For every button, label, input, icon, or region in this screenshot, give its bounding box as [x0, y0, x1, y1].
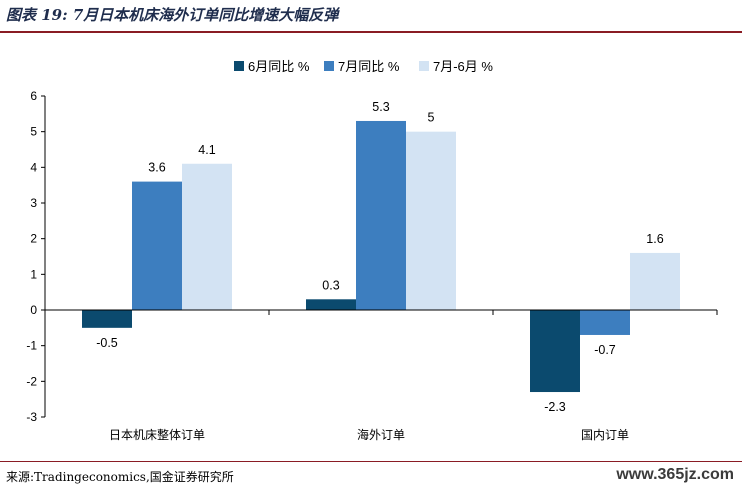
- legend-swatch-1: [234, 61, 244, 71]
- y-tick-label-3: 3: [30, 196, 37, 210]
- data-label-3-2: -0.7: [594, 343, 616, 357]
- data-labels: -0.5 3.6 4.1 0.3 5.3 5 -2.3 -0.7 1.6: [96, 100, 664, 414]
- data-label-1-2: 3.6: [148, 161, 165, 175]
- footer-divider: [0, 461, 742, 462]
- bar-1-1: [82, 310, 132, 328]
- y-tick-label-1: 5: [30, 125, 37, 139]
- x-axis: 日本机床整体订单 海外订单 国内订单: [44, 309, 718, 442]
- bar-2-2: [356, 120, 406, 310]
- bar-3-2: [580, 310, 630, 335]
- bar-2-1: [306, 299, 356, 310]
- legend-label-1: 6月同比 %: [248, 59, 310, 74]
- y-tick-label-2: 4: [30, 160, 37, 174]
- y-tick-label-6: 0: [30, 303, 37, 317]
- title-divider: [0, 31, 742, 33]
- y-tick-label-8: -2: [26, 374, 37, 388]
- bar-1-3: [182, 163, 232, 310]
- watermark: www.365jz.com: [616, 466, 734, 483]
- data-label-3-1: -2.3: [544, 400, 566, 414]
- y-axis: 6 5 4 3 2 1 0 -1 -2 -3: [26, 89, 46, 424]
- bar-3-3: [630, 252, 680, 310]
- data-label-2-3: 5: [428, 111, 435, 125]
- bars: [82, 120, 680, 393]
- source-note: 来源:Tradingeconomics,国金证券研究所: [6, 470, 234, 484]
- legend-swatch-3: [419, 61, 429, 71]
- category-label-1: 日本机床整体订单: [109, 427, 205, 442]
- legend-label-2: 7月同比 %: [338, 59, 400, 74]
- bar-1-2: [132, 181, 182, 310]
- y-tick-label-5: 1: [30, 267, 37, 281]
- y-tick-label-4: 2: [30, 232, 37, 246]
- legend: 6月同比 % 7月同比 % 7月-6月 %: [234, 59, 493, 74]
- data-label-1-1: -0.5: [96, 336, 118, 350]
- chart-title: 图表 19: 7月日本机床海外订单同比增速大幅反弹: [6, 6, 339, 24]
- data-label-2-2: 5.3: [372, 100, 389, 114]
- data-label-3-3: 1.6: [646, 232, 663, 246]
- bar-2-3: [406, 131, 456, 310]
- bar-chart: 6月同比 % 7月同比 % 7月-6月 % 6 5 4 3 2 1 0 -1 -2 -3 -0.5 3.…: [26, 59, 718, 442]
- y-tick-label-7: -1: [26, 339, 37, 353]
- legend-swatch-2: [324, 61, 334, 71]
- legend-label-3: 7月-6月 %: [433, 59, 493, 74]
- bar-3-1: [530, 310, 580, 393]
- category-label-3: 国内订单: [581, 428, 629, 442]
- category-label-2: 海外订单: [357, 427, 405, 442]
- data-label-2-1: 0.3: [322, 278, 339, 292]
- data-label-1-3: 4.1: [198, 143, 215, 157]
- y-tick-label-9: -3: [26, 410, 37, 424]
- y-tick-label-0: 6: [30, 89, 37, 103]
